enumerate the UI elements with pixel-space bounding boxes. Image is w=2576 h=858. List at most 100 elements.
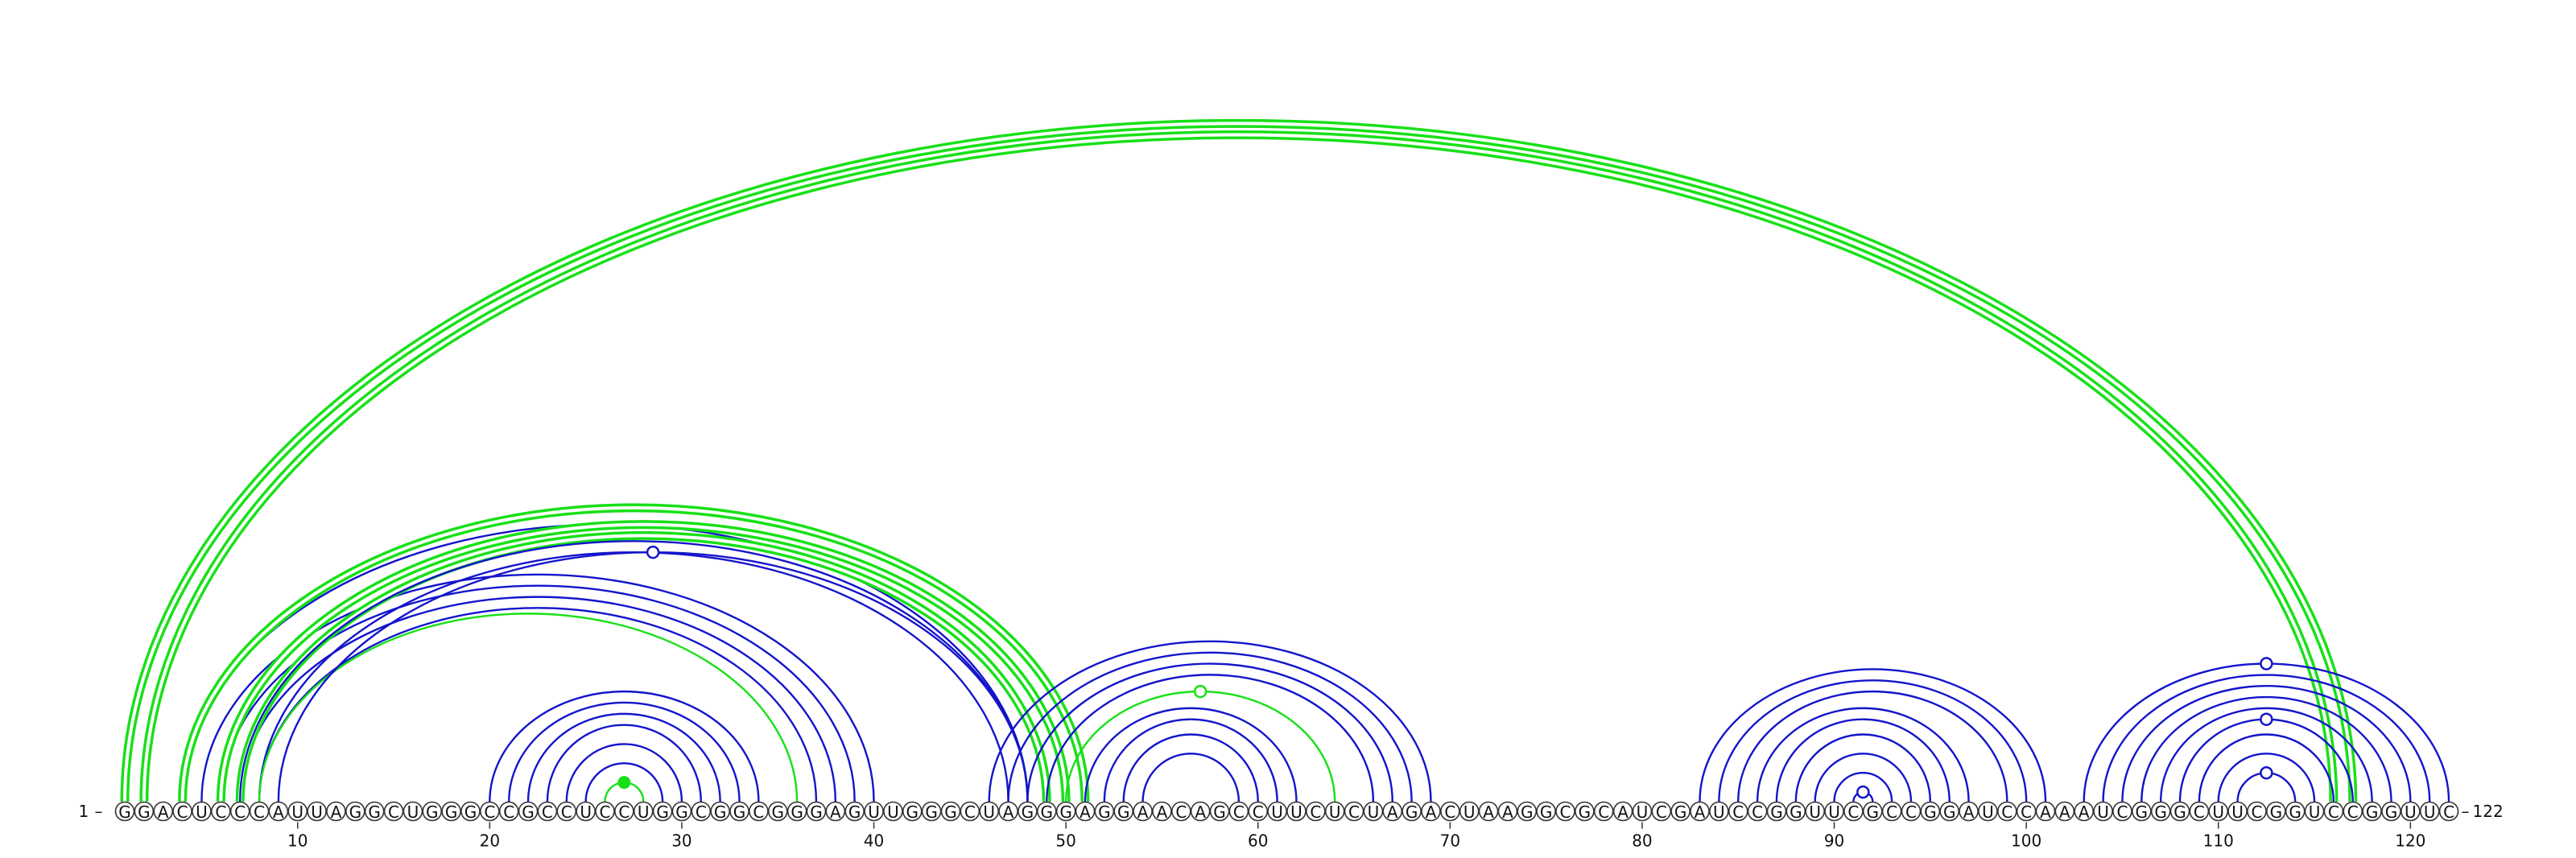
nucleotide-circle bbox=[2150, 801, 2171, 822]
nucleotide-95: G bbox=[1920, 801, 1941, 822]
arc-marker-7 bbox=[2260, 765, 2273, 780]
nucleotide-34: C bbox=[749, 801, 769, 822]
nucleotide-circle bbox=[2343, 801, 2363, 822]
nucleotide-letter: C bbox=[2443, 802, 2454, 822]
nucleotide-circle bbox=[786, 801, 807, 822]
nucleotide-54: A bbox=[1133, 801, 1153, 822]
nucleotide-circle bbox=[1785, 801, 1806, 822]
nucleotide-51: A bbox=[1075, 801, 1096, 822]
nucleotide-letter: U bbox=[580, 802, 592, 822]
nucleotide-letter: G bbox=[2366, 802, 2379, 822]
nucleotide-85: C bbox=[1728, 801, 1748, 822]
nucleotide-46: U bbox=[979, 801, 999, 822]
nucleotide-letter: A bbox=[1137, 802, 1149, 822]
nucleotide-circle bbox=[307, 801, 327, 822]
nucleotide-63: C bbox=[1306, 801, 1326, 822]
nucleotide-circle bbox=[1171, 801, 1191, 822]
nucleotide-letter: C bbox=[2347, 802, 2359, 822]
arc-105-120 bbox=[2121, 685, 2412, 802]
arc-109-116 bbox=[2198, 733, 2335, 802]
nucleotide-circle bbox=[1478, 801, 1499, 822]
nucleotide-77: G bbox=[1575, 801, 1595, 822]
nucleotide-letter: G bbox=[464, 802, 477, 822]
nucleotide-letter: G bbox=[2154, 802, 2167, 822]
nucleotide-79: A bbox=[1612, 801, 1633, 822]
nucleotide-circle bbox=[1248, 801, 1269, 822]
nucleotide-letter: G bbox=[1770, 802, 1783, 822]
nucleotide-81: C bbox=[1651, 801, 1672, 822]
arc-7-38 bbox=[238, 596, 837, 802]
nucleotide-circle bbox=[2285, 801, 2306, 822]
nucleotide-circle bbox=[2208, 801, 2229, 822]
tick-label-40: 40 bbox=[864, 831, 884, 851]
nucleotide-letter: C bbox=[1886, 802, 1897, 822]
nucleotide-letter: G bbox=[1041, 802, 1054, 822]
nucleotide-circle bbox=[1939, 801, 1959, 822]
arc-marker-4 bbox=[1856, 785, 1870, 799]
arc-marker-3 bbox=[1193, 684, 1208, 699]
nucleotide-letter: G bbox=[1924, 802, 1937, 822]
nucleotide-27: C bbox=[614, 801, 634, 822]
nucleotide-letter: A bbox=[1695, 802, 1706, 822]
nucleotide-circle bbox=[2112, 801, 2132, 822]
nucleotide-letter: C bbox=[1175, 802, 1187, 822]
nucleotide-letter: C bbox=[1444, 802, 1455, 822]
nucleotide-letter: G bbox=[1117, 802, 1130, 822]
nucleotide-letter: C bbox=[1560, 802, 1571, 822]
nucleotide-13: G bbox=[345, 801, 365, 822]
arc-51-62 bbox=[1084, 707, 1298, 802]
nucleotide-circle bbox=[537, 801, 558, 822]
nucleotide-102: A bbox=[2054, 801, 2075, 822]
tick-label-90: 90 bbox=[1824, 831, 1844, 851]
nucleotide-letter: G bbox=[944, 802, 957, 822]
nucleotide-circle bbox=[2247, 801, 2267, 822]
nucleotide-letter: A bbox=[1483, 802, 1494, 822]
nucleotide-letter: A bbox=[2059, 802, 2070, 822]
nucleotide-89: U bbox=[1805, 801, 1825, 822]
nucleotide-circle bbox=[249, 801, 270, 822]
nucleotide-letter: G bbox=[733, 802, 746, 822]
tick-label-60: 60 bbox=[1248, 831, 1268, 851]
nucleotide-letter: G bbox=[2136, 802, 2149, 822]
nucleotide-28: U bbox=[633, 801, 654, 822]
nucleotide-5: U bbox=[192, 801, 212, 822]
nucleotide-35: G bbox=[767, 801, 788, 822]
nucleotide-circle bbox=[1344, 801, 1364, 822]
arc-6-50 bbox=[216, 520, 1071, 802]
nucleotide-letter: U bbox=[2231, 802, 2244, 822]
nucleotide-101: A bbox=[2035, 801, 2056, 822]
nucleotide-61: U bbox=[1267, 801, 1287, 822]
nucleotide-letter: G bbox=[138, 802, 151, 822]
markers-layer bbox=[617, 545, 2273, 799]
nucleotide-letter: C bbox=[177, 802, 188, 822]
nucleotide-circle bbox=[1862, 801, 1883, 822]
nucleotide-circle bbox=[114, 801, 135, 822]
nucleotide-letter: C bbox=[1847, 802, 1859, 822]
nucleotide-letter: G bbox=[1579, 802, 1591, 822]
arc-5-40 bbox=[200, 573, 875, 802]
nucleotide-103: A bbox=[2074, 801, 2095, 822]
nucleotide-107: G bbox=[2150, 801, 2171, 822]
nucleotide-letter: C bbox=[503, 802, 514, 822]
nucleotide-circle bbox=[1421, 801, 1441, 822]
nucleotide-circle bbox=[1363, 801, 1384, 822]
nucleotide-circle bbox=[1555, 801, 1575, 822]
nucleotide-11: U bbox=[307, 801, 327, 822]
nucleotide-circle bbox=[1094, 801, 1115, 822]
nucleotide-circle bbox=[1382, 801, 1403, 822]
nucleotide-letter: U bbox=[2309, 802, 2321, 822]
nucleotide-circle bbox=[498, 801, 519, 822]
nucleotide-circle bbox=[1593, 801, 1614, 822]
nucleotide-106: G bbox=[2132, 801, 2152, 822]
nucleotide-circle bbox=[2074, 801, 2095, 822]
nucleotide-circle bbox=[1497, 801, 1518, 822]
end-position-label: 122 bbox=[2473, 802, 2504, 821]
nucleotide-15: C bbox=[383, 801, 404, 822]
nucleotide-88: G bbox=[1785, 801, 1806, 822]
nucleotide-7: C bbox=[229, 801, 250, 822]
nucleotide-letter: C bbox=[2116, 802, 2128, 822]
nucleotide-circle bbox=[1113, 801, 1134, 822]
nucleotide-9: A bbox=[268, 801, 289, 822]
nucleotide-93: C bbox=[1881, 801, 1902, 822]
